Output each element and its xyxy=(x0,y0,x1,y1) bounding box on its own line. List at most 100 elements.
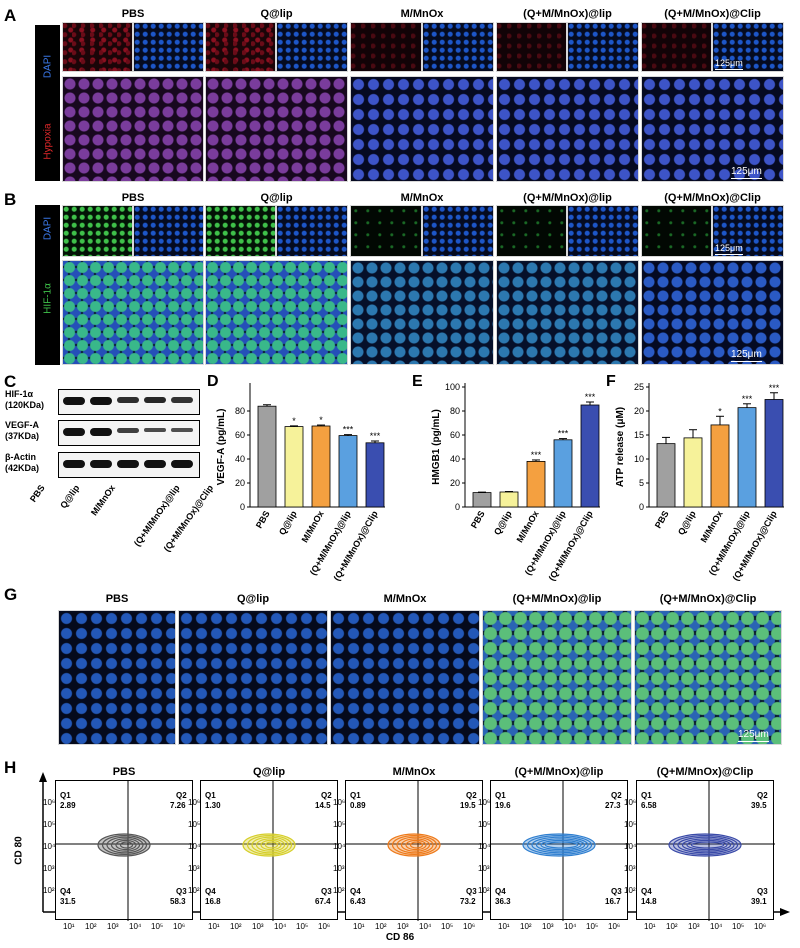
wb-band-0-0 xyxy=(63,397,85,405)
panel-h-qlabel-0-1: Q2 xyxy=(176,791,187,800)
chart-E-ytick-label-2: 40 xyxy=(450,454,460,464)
chart-D-letter: D xyxy=(207,373,219,390)
panel-a-dapi-image-3 xyxy=(567,22,639,72)
chart-D-cat-2: M/MnOx xyxy=(300,509,326,544)
panel-a-header-1: Q@lip xyxy=(260,8,293,20)
panel-a-scale-large: 125μm xyxy=(731,166,762,179)
panel-h-xtick-2-2: 10³ xyxy=(397,922,409,931)
chart-F-sig-4: *** xyxy=(769,383,780,393)
chart-E-bar-3 xyxy=(553,439,573,508)
chart-D-bar-1 xyxy=(284,426,304,508)
chart-F-ylabel: ATP release (μM) xyxy=(615,407,626,487)
panel-h-ytick-0-3: 10³ xyxy=(43,864,55,873)
panel-b-dapi-label: DAPI xyxy=(42,216,54,241)
chart-F-bar-4 xyxy=(764,399,784,508)
panel-h-qlabel-3-3: Q3 xyxy=(611,887,622,896)
panel-b-header-1: Q@lip xyxy=(260,192,293,204)
panel-h-contour-1-2 xyxy=(251,836,289,854)
panel-h-ytick-4-0: 10⁶ xyxy=(624,798,637,807)
panel-h-plot-svg-4 xyxy=(637,781,775,921)
panel-h-contour-0-5 xyxy=(119,841,134,849)
panel-g-image-4 xyxy=(634,610,782,745)
panel-b-stain-image-3 xyxy=(496,205,567,257)
chart-D-sig-3: *** xyxy=(343,425,354,435)
chart-F-bar-3 xyxy=(737,407,757,508)
panel-h-ytick-2-0: 10⁶ xyxy=(333,798,346,807)
panel-h-xtick-0-1: 10² xyxy=(85,922,97,931)
panel-h-q2-value-0: 7.26 xyxy=(170,801,186,810)
panel-h-plot-4: Q1 Q2 Q4 Q3 6.58 39.5 14.8 39.1 xyxy=(636,780,775,921)
panel-h-q4-value-0: 31.5 xyxy=(60,897,76,906)
panel-h-ytick-4-4: 10² xyxy=(624,886,636,895)
panel-b-hif-label: HIF-1α xyxy=(42,283,54,314)
wb-label-1: VEGF-A xyxy=(5,420,40,430)
panel-h-contour-0-2 xyxy=(106,836,144,854)
panel-h-ytick-3-4: 10² xyxy=(478,886,490,895)
panel-h-xtick-3-4: 10⁵ xyxy=(586,922,599,931)
panel-h-contour-0-1 xyxy=(101,834,148,855)
panel-h-xtick-4-0: 10¹ xyxy=(644,922,656,931)
panel-h-contour-3-5 xyxy=(544,841,579,849)
chart-F-ytick-label-0: 0 xyxy=(639,502,644,512)
chart-E-cat-2: M/MnOx xyxy=(515,509,541,544)
panel-h-contour-1-4 xyxy=(260,839,282,851)
panel-g-image-3 xyxy=(482,610,632,745)
panel-h-ytick-1-0: 10⁶ xyxy=(188,798,201,807)
panel-b-scale-large: 125μm xyxy=(731,349,762,362)
chart-D-bar-4 xyxy=(365,442,385,508)
panel-h-q4-value-1: 16.8 xyxy=(205,897,221,906)
panel-h-q4-value-4: 14.8 xyxy=(641,897,657,906)
panel-h-plot-3: Q1 Q2 Q4 Q3 19.6 27.3 36.3 16.7 xyxy=(490,780,629,921)
panel-h-xtick-0-0: 10¹ xyxy=(63,922,75,931)
panel-a-merge-image-2 xyxy=(350,76,494,182)
panel-h-header-1: Q@lip xyxy=(252,766,286,778)
panel-h-qlabel-4-2: Q4 xyxy=(641,887,652,896)
panel-h-plot-2: Q1 Q2 Q4 Q3 0.89 19.5 6.43 73.2 xyxy=(345,780,484,921)
panel-h-q3-value-4: 39.1 xyxy=(751,897,767,906)
panel-h-xtick-1-1: 10² xyxy=(230,922,242,931)
wb-band-0-3 xyxy=(144,397,166,403)
panel-h-xtick-0-3: 10⁴ xyxy=(129,922,142,931)
panel-h-xtick-1-0: 10¹ xyxy=(208,922,220,931)
panel-h-qlabel-1-1: Q2 xyxy=(321,791,332,800)
chart-F-letter: F xyxy=(606,373,616,390)
panel-b-header-2: M/MnOx xyxy=(400,192,444,204)
panel-b-side-bar: DAPI HIF-1α xyxy=(35,205,60,365)
panel-a-stain-image-0 xyxy=(62,22,133,72)
panel-h-contour-3-3 xyxy=(535,838,586,852)
chart-E-cat-0: PBS xyxy=(469,509,487,530)
panel-h-xtick-1-2: 10³ xyxy=(252,922,264,931)
panel-h-plot-svg-3 xyxy=(491,781,629,921)
panel-a-stain-image-2 xyxy=(350,22,422,72)
panel-a-header-4: (Q+M/MnOx)@Clip xyxy=(664,8,761,20)
panel-b-header-0: PBS xyxy=(121,192,145,204)
chart-D-ytick-label-2: 40 xyxy=(235,454,245,464)
panel-a-merge-image-1 xyxy=(205,76,348,182)
chart-E-ytick-label-5: 100 xyxy=(445,382,460,392)
chart-F-sig-3: *** xyxy=(742,394,753,404)
panel-h-ytick-1-1: 10⁵ xyxy=(188,820,201,829)
panel-g-header-1: Q@lip xyxy=(236,593,270,605)
panel-b-stain-image-4 xyxy=(641,205,712,257)
wb-band-2-2 xyxy=(117,460,139,468)
panel-h-q3-value-1: 67.4 xyxy=(315,897,331,906)
chart-E-ytick-label-4: 80 xyxy=(450,406,460,416)
panel-h-header-3: (Q+M/MnOx)@lip xyxy=(514,766,604,778)
panel-a-stain-image-1 xyxy=(205,22,276,72)
panel-b-dapi-image-2 xyxy=(422,205,494,257)
panel-h-contour-0-4 xyxy=(115,839,137,851)
panel-h-q1-value-3: 19.6 xyxy=(495,801,511,810)
wb-band-2-0 xyxy=(63,460,85,468)
chart-F-bar-0 xyxy=(656,443,676,508)
panel-a-dapi-image-1 xyxy=(276,22,348,72)
panel-h-q3-value-2: 73.2 xyxy=(460,897,476,906)
panel-b-stain-image-1 xyxy=(205,205,276,257)
panel-h-q4-value-3: 36.3 xyxy=(495,897,511,906)
panel-h-qlabel-3-1: Q2 xyxy=(611,791,622,800)
panel-h-contour-1-3 xyxy=(255,838,286,852)
panel-a-side-bar: DAPI Hypoxia xyxy=(35,25,60,181)
panel-b-header-4: (Q+M/MnOx)@Clip xyxy=(664,192,761,204)
wb-label-2: β-Actin xyxy=(5,452,36,462)
panel-h-xtick-3-3: 10⁴ xyxy=(564,922,577,931)
panel-h-ytick-4-3: 10³ xyxy=(624,864,636,873)
